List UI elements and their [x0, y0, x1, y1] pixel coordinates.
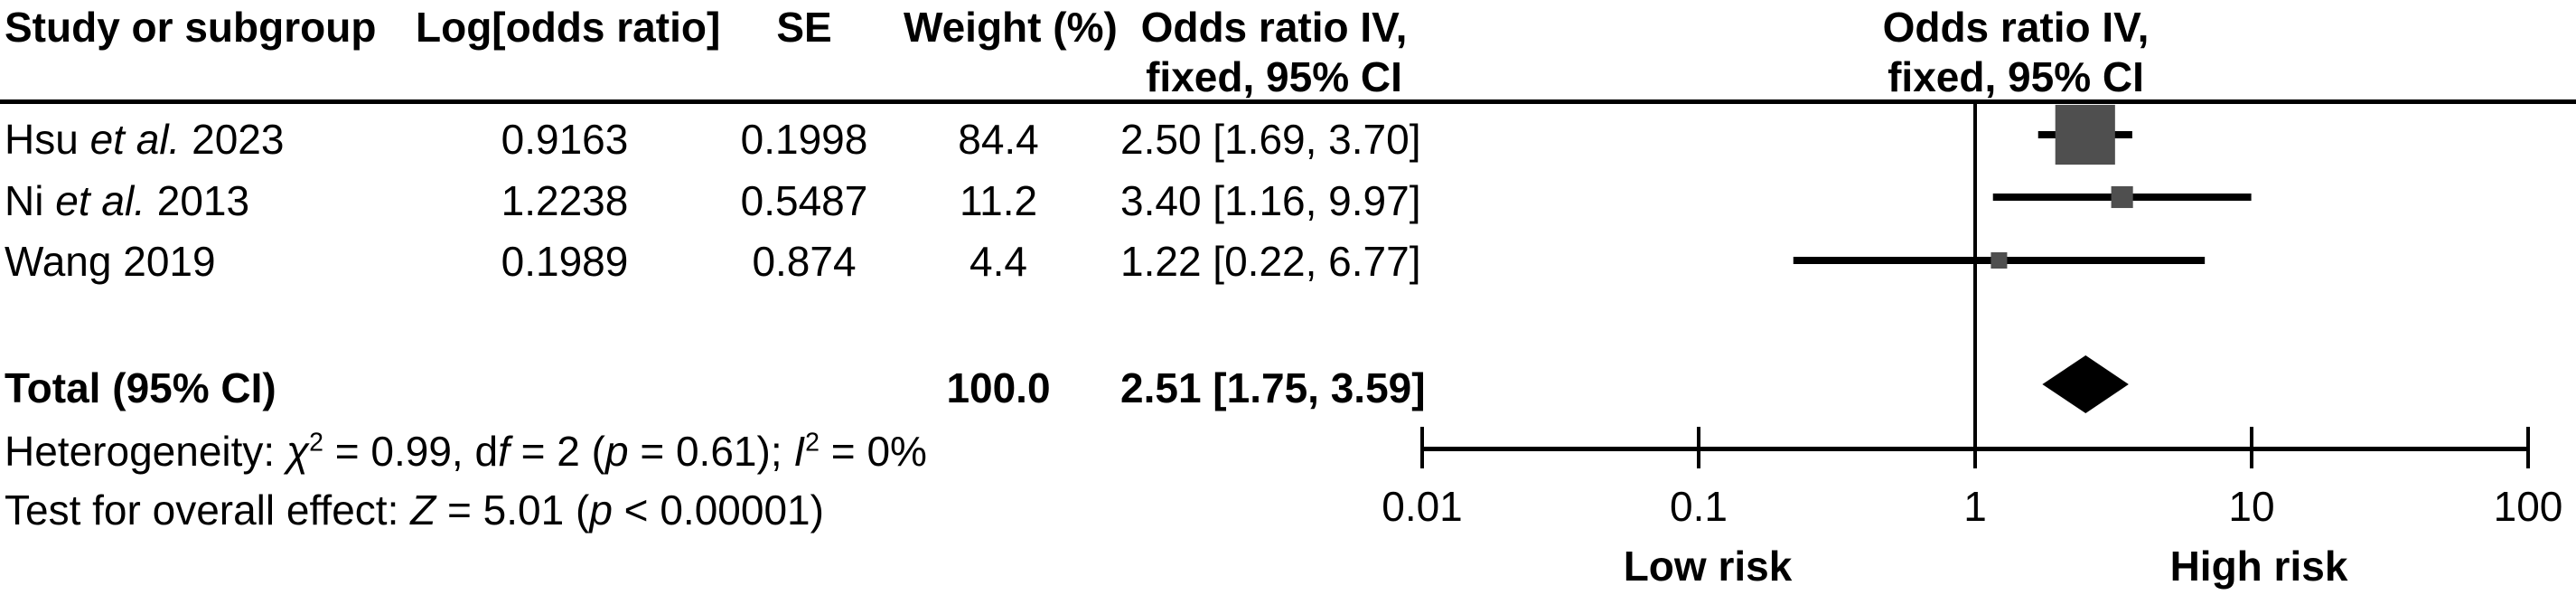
- x-axis-tick: [1697, 427, 1700, 468]
- no-effect-line: [1973, 101, 1977, 449]
- x-axis-tick: [1420, 427, 1424, 468]
- header-weight: Weight (%): [904, 4, 1118, 51]
- header-or-ci-text-column: Odds ratio IV, fixed, 95% CI: [1120, 3, 1428, 102]
- weight-value: 84.4: [958, 116, 1039, 163]
- or-ci-value: 1.22 [0.22, 6.77]: [1120, 238, 1421, 285]
- log-odds-ratio-value: 0.1989: [501, 238, 629, 285]
- heterogeneity-statistics: Heterogeneity: χ2 = 0.99, df = 2 (p = 0.…: [5, 428, 927, 475]
- x-axis-tick-label: 1: [1963, 483, 1987, 530]
- header-or-ci-plot-line2: fixed, 95% CI: [1888, 53, 2144, 100]
- study-name: Ni et al. 2013: [5, 177, 250, 224]
- weight-value: 4.4: [970, 238, 1027, 285]
- header-or-ci-plot-line1: Odds ratio IV,: [1882, 4, 2150, 51]
- header-se: SE: [776, 4, 832, 51]
- high-risk-axis-label: High risk: [2169, 543, 2348, 590]
- header-log-odds-ratio: Log[odds ratio]: [416, 4, 721, 51]
- pooled-effect-diamond: [2042, 355, 2129, 413]
- se-value: 0.874: [752, 238, 857, 285]
- effect-square-marker: [2111, 185, 2133, 209]
- x-axis-tick: [1973, 427, 1977, 468]
- header-or-ci-line2: fixed, 95% CI: [1146, 53, 1402, 100]
- log-odds-ratio-value: 1.2238: [501, 177, 629, 224]
- effect-square-marker: [1991, 252, 2008, 269]
- x-axis-tick: [2250, 427, 2253, 468]
- x-axis-tick-label: 10: [2228, 483, 2275, 530]
- header-or-ci-plot-column: Odds ratio IV, fixed, 95% CI: [1835, 3, 2197, 102]
- x-axis-tick: [2526, 427, 2530, 468]
- weight-value: 11.2: [959, 177, 1038, 224]
- total-label: Total (95% CI): [5, 364, 276, 411]
- study-name: Hsu et al. 2023: [5, 116, 285, 163]
- log-odds-ratio-value: 0.9163: [501, 116, 629, 163]
- overall-effect-test: Test for overall effect: Z = 5.01 (p < 0…: [5, 486, 824, 534]
- se-value: 0.5487: [740, 177, 868, 224]
- low-risk-axis-label: Low risk: [1623, 543, 1793, 590]
- header-or-ci-line1: Odds ratio IV,: [1140, 4, 1408, 51]
- effect-square-marker: [2055, 104, 2115, 165]
- se-value: 0.1998: [740, 116, 868, 163]
- x-axis-tick-label: 0.1: [1670, 483, 1728, 530]
- or-ci-value: 3.40 [1.16, 9.97]: [1120, 177, 1421, 224]
- total-or-ci-value: 2.51 [1.75, 3.59]: [1120, 364, 1426, 411]
- x-axis-tick-label: 0.01: [1382, 483, 1463, 530]
- x-axis-tick-label: 100: [2493, 483, 2563, 530]
- total-weight-value: 100.0: [946, 364, 1051, 411]
- header-study: Study or subgroup: [5, 4, 377, 51]
- study-name: Wang 2019: [5, 238, 216, 285]
- or-ci-value: 2.50 [1.69, 3.70]: [1120, 116, 1421, 163]
- header-rule: [0, 99, 2576, 104]
